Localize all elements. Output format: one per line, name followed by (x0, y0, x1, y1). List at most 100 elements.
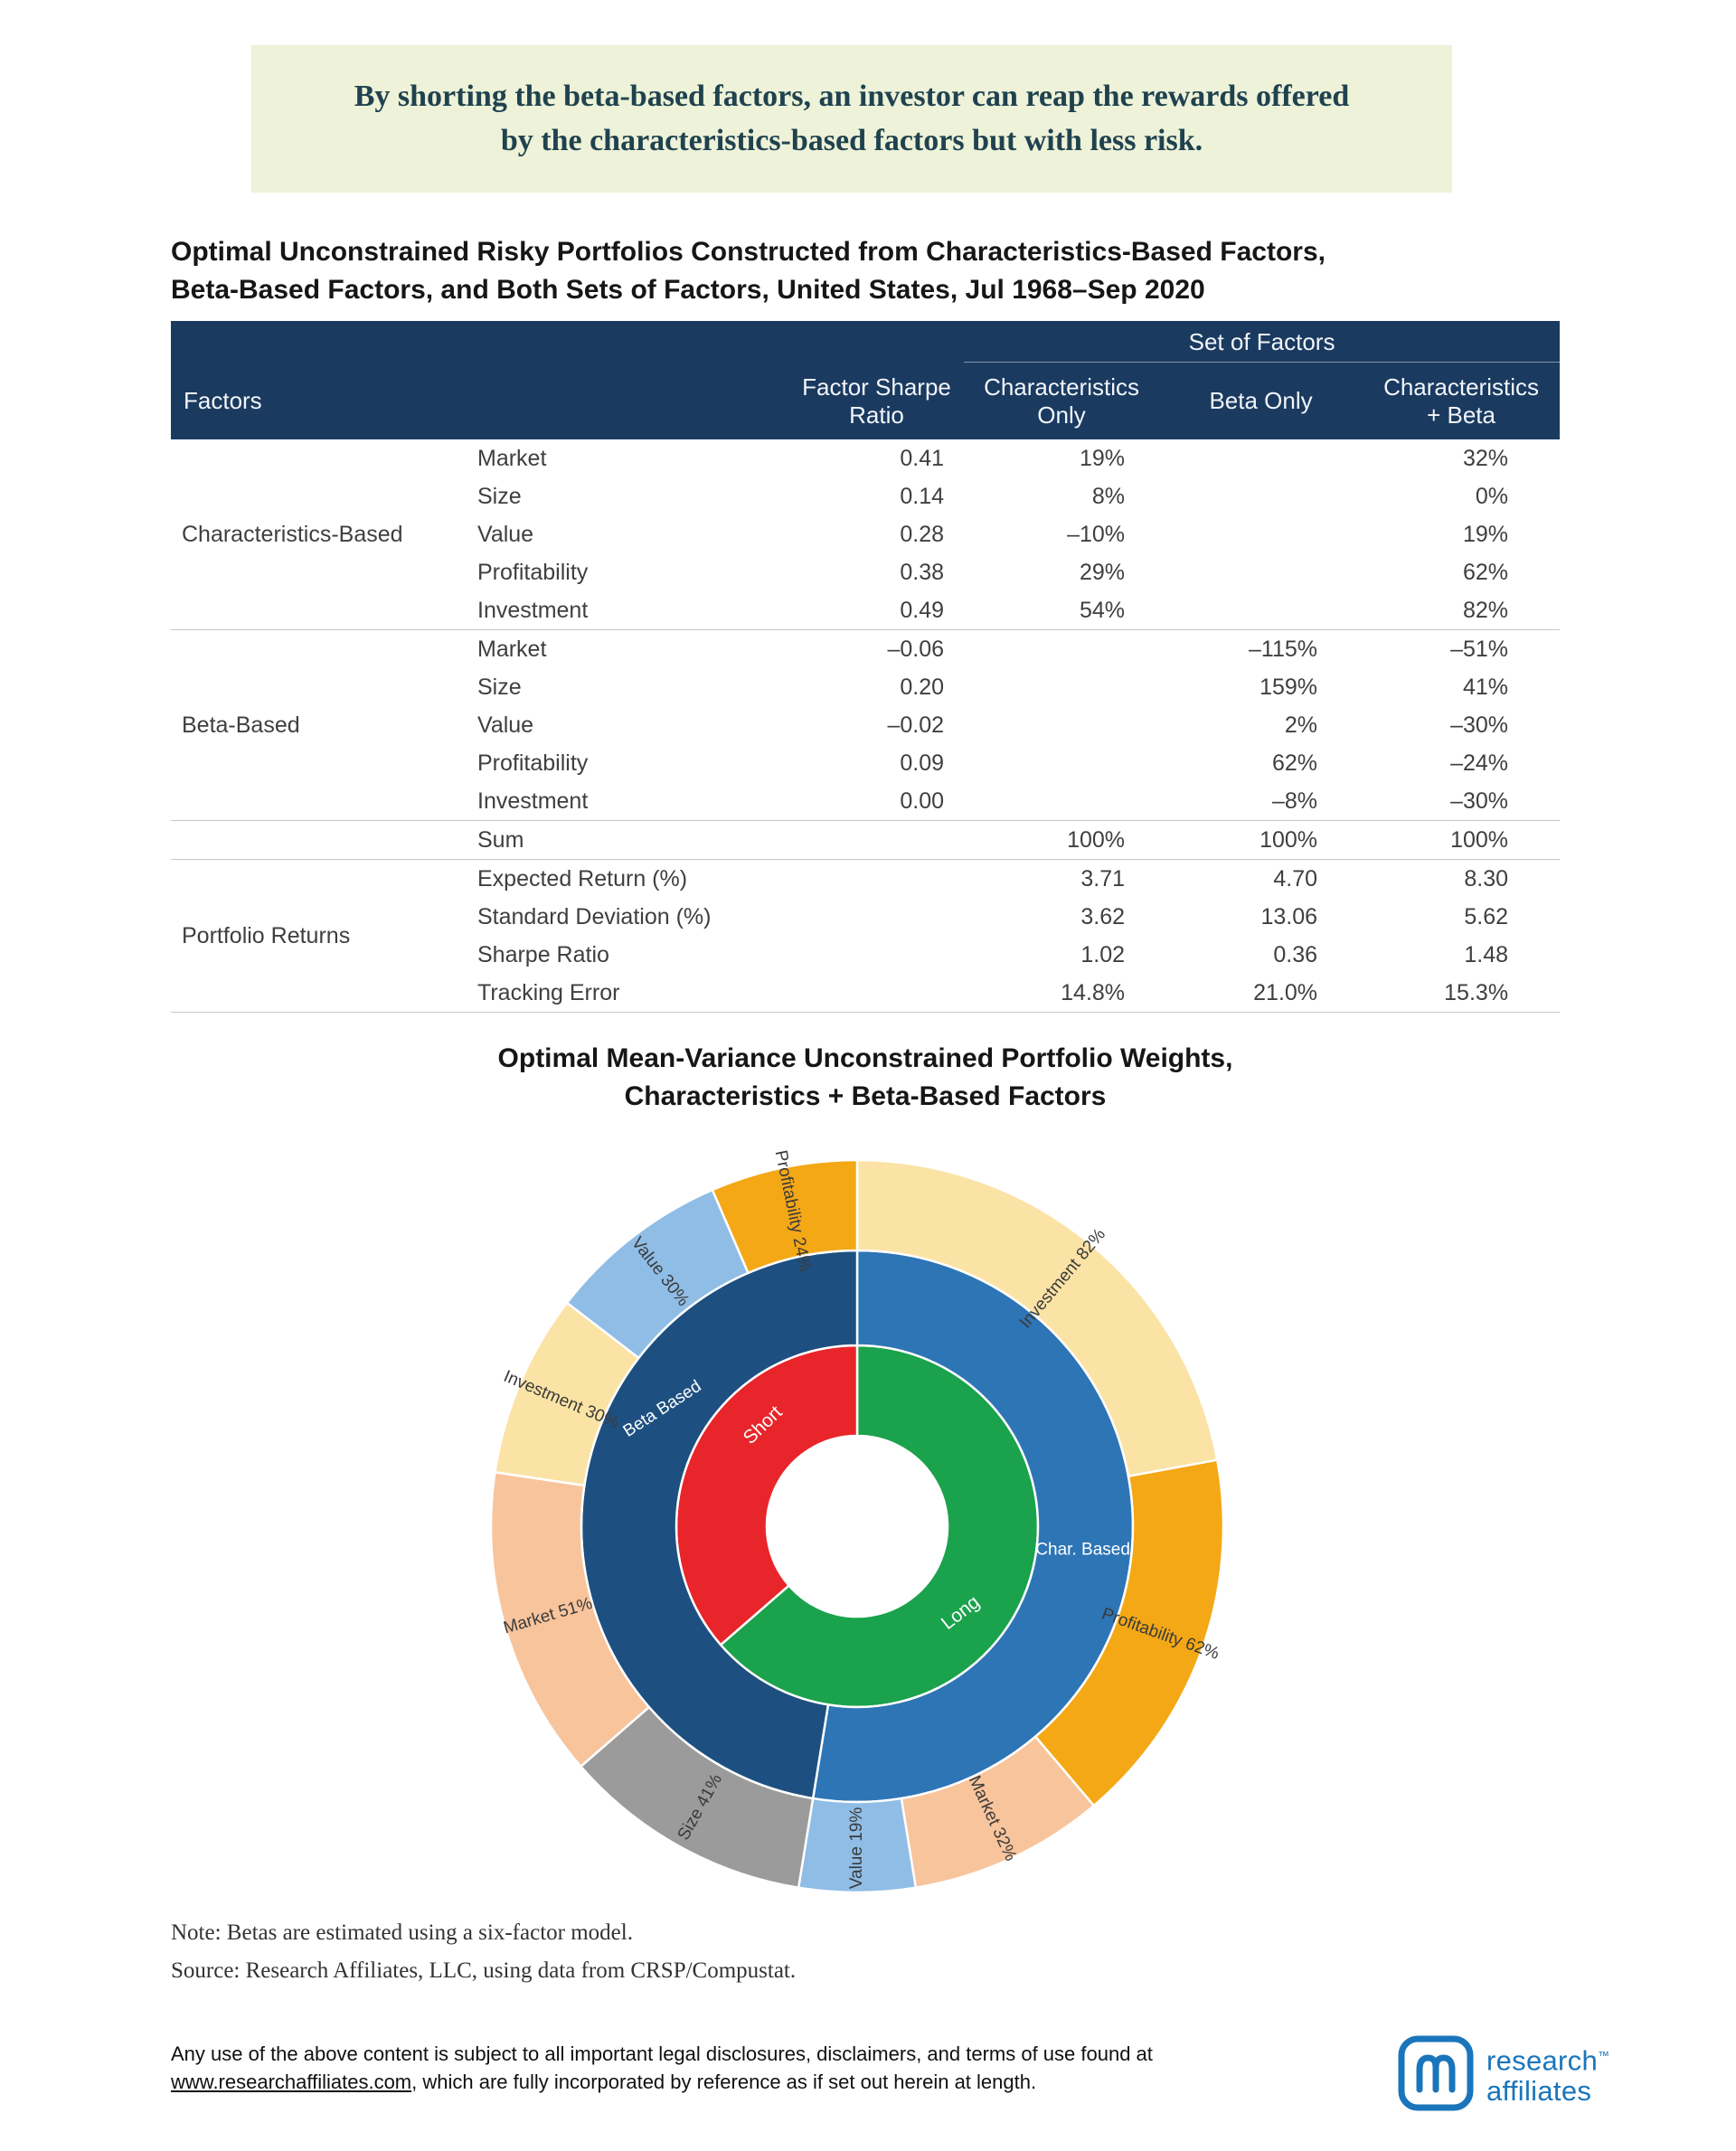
row-label: Investment (477, 591, 789, 630)
row-label: Profitability (477, 559, 589, 585)
value-cell: 4.70 (1273, 865, 1318, 892)
table-row: Beta-Based Market –0.06 –115% –51% (171, 629, 1560, 821)
row-label: Market (477, 636, 547, 662)
value-cell: 5.62 (1464, 903, 1509, 929)
value-cell: 29% (1079, 559, 1126, 585)
ra-logo-icon (1398, 2035, 1474, 2111)
value-cell: –30% (1450, 712, 1509, 738)
note-text: Note: Betas are estimated using a six-fa… (171, 1920, 633, 1945)
sunburst-chart: Investment 82%Profitability 62%Market 32… (489, 1148, 1225, 1894)
table-title: Optimal Unconstrained Risky Portfolios C… (171, 233, 1326, 309)
value-cell: 100% (1363, 820, 1561, 860)
value-cell (964, 706, 1159, 744)
table-row: Investment 0.00 –8% –30% (171, 782, 1561, 821)
value-cell: 0.14 (900, 483, 945, 509)
disclosure-post: , which are fully incorporated by refere… (411, 2071, 1037, 2093)
row-label: Standard Deviation (%) (477, 903, 712, 929)
research-affiliates-logo: research™ affiliates (1397, 2034, 1609, 2112)
logo-tm: ™ (1598, 2049, 1610, 2063)
value-cell: 0.49 (789, 591, 965, 630)
segment-label: Char. Based (1035, 1540, 1130, 1559)
table-row: Sum 100% 100% 100% (171, 820, 1561, 860)
table-row: Sharpe Ratio 1.02 0.36 1.48 (171, 936, 1560, 974)
value-cell: 0.41 (900, 445, 945, 471)
value-cell (964, 630, 1159, 669)
value-cell: 8% (1091, 483, 1126, 509)
value-cell: 0.38 (900, 559, 945, 585)
table-row: Standard Deviation (%) 3.62 13.06 5.62 (171, 898, 1560, 936)
value-cell: 0.20 (900, 674, 945, 700)
value-cell: –0.06 (887, 636, 945, 662)
table-title-line2: Beta-Based Factors, and Both Sets of Fac… (171, 275, 1205, 305)
factors-table-container: Set of Factors Factors Factor Sharpe Rat… (171, 321, 1561, 1013)
quote-text: By shorting the beta-based factors, an i… (354, 80, 1350, 157)
value-cell: 54% (964, 591, 1160, 630)
value-cell: 13.06 (1260, 903, 1318, 929)
value-cell (789, 974, 965, 1013)
chart-title-line1: Optimal Mean-Variance Unconstrained Port… (497, 1043, 1233, 1073)
logo-affiliates: affiliates (1486, 2074, 1592, 2107)
value-cell (789, 820, 965, 860)
value-cell (964, 744, 1159, 782)
value-cell (1159, 515, 1363, 553)
value-cell (964, 668, 1159, 706)
value-cell: 62% (1463, 559, 1509, 585)
row-label: Value (477, 521, 534, 547)
value-cell: 0% (1475, 483, 1509, 509)
row-label: Size (477, 483, 522, 509)
group-label: Portfolio Returns (171, 859, 477, 1013)
value-cell (789, 860, 964, 899)
value-cell: 0.28 (900, 521, 945, 547)
value-cell: 8.30 (1464, 865, 1509, 892)
value-cell: 3.62 (1080, 903, 1126, 929)
sharpe-ratio-column-header: Factor Sharpe Ratio (789, 363, 965, 439)
value-cell (789, 936, 964, 974)
disclosure-pre: Any use of the above content is subject … (171, 2043, 1153, 2065)
value-cell: 62% (1271, 750, 1318, 776)
quote-banner: By shorting the beta-based factors, an i… (251, 45, 1452, 193)
factors-table: Set of Factors Factors Factor Sharpe Rat… (171, 321, 1561, 1013)
segment-profitability-24- (711, 1158, 859, 1275)
value-cell: 1.48 (1464, 941, 1509, 967)
value-cell: 21.0% (1159, 974, 1363, 1013)
value-cell: 100% (964, 820, 1160, 860)
beta-only-column-header: Beta Only (1159, 363, 1363, 439)
value-cell: 82% (1363, 591, 1561, 630)
source-text: Source: Research Affiliates, LLC, using … (171, 1958, 797, 1983)
characteristics-beta-column-header: Characteristics + Beta (1363, 363, 1561, 439)
value-cell: 19% (1463, 521, 1509, 547)
table-row: Size 0.20 159% 41% (171, 668, 1560, 706)
set-of-factors-header: Set of Factors (964, 321, 1561, 363)
value-cell: 0.36 (1273, 941, 1318, 967)
table-row: Value 0.28 –10% 19% (171, 515, 1560, 553)
value-cell: 41% (1463, 674, 1509, 700)
row-label: Sum (477, 820, 789, 860)
value-cell: 3.71 (1080, 865, 1126, 892)
table-row: Characteristics-Based Market 0.41 19% 32% (171, 439, 1560, 630)
segment-label: Value 19% (847, 1807, 866, 1890)
table-body: Characteristics-Based Market 0.41 19% 32% Siz… (171, 439, 1561, 1013)
value-cell (1159, 591, 1363, 630)
group-label: Beta-Based (171, 629, 477, 821)
table-row: Portfolio Returns Expected Return (%) 3.71… (171, 859, 1560, 1013)
row-label: Investment (477, 782, 789, 821)
researchaffiliates-link[interactable]: www.researchaffiliates.com (171, 2071, 412, 2093)
empty-column-header (477, 363, 789, 439)
value-cell: 159% (1260, 674, 1318, 700)
table-row: Tracking Error 14.8% 21.0% 15.3% (171, 974, 1561, 1013)
row-label: Sharpe Ratio (477, 941, 609, 967)
ra-logo-text: research™ affiliates (1486, 2041, 1610, 2107)
value-cell: –8% (1159, 782, 1363, 821)
factors-column-header: Factors (171, 363, 477, 439)
value-cell: –24% (1450, 750, 1509, 776)
value-cell: 14.8% (964, 974, 1160, 1013)
value-cell: –0.02 (887, 712, 945, 738)
group-label: Characteristics-Based (171, 439, 477, 630)
row-label: Size (477, 674, 522, 700)
characteristics-only-column-header: Characteristics Only (964, 363, 1160, 439)
row-label: Expected Return (%) (477, 865, 688, 892)
value-cell: –30% (1363, 782, 1561, 821)
value-cell (1159, 439, 1363, 477)
table-title-line1: Optimal Unconstrained Risky Portfolios C… (171, 237, 1326, 267)
value-cell: –10% (1067, 521, 1126, 547)
